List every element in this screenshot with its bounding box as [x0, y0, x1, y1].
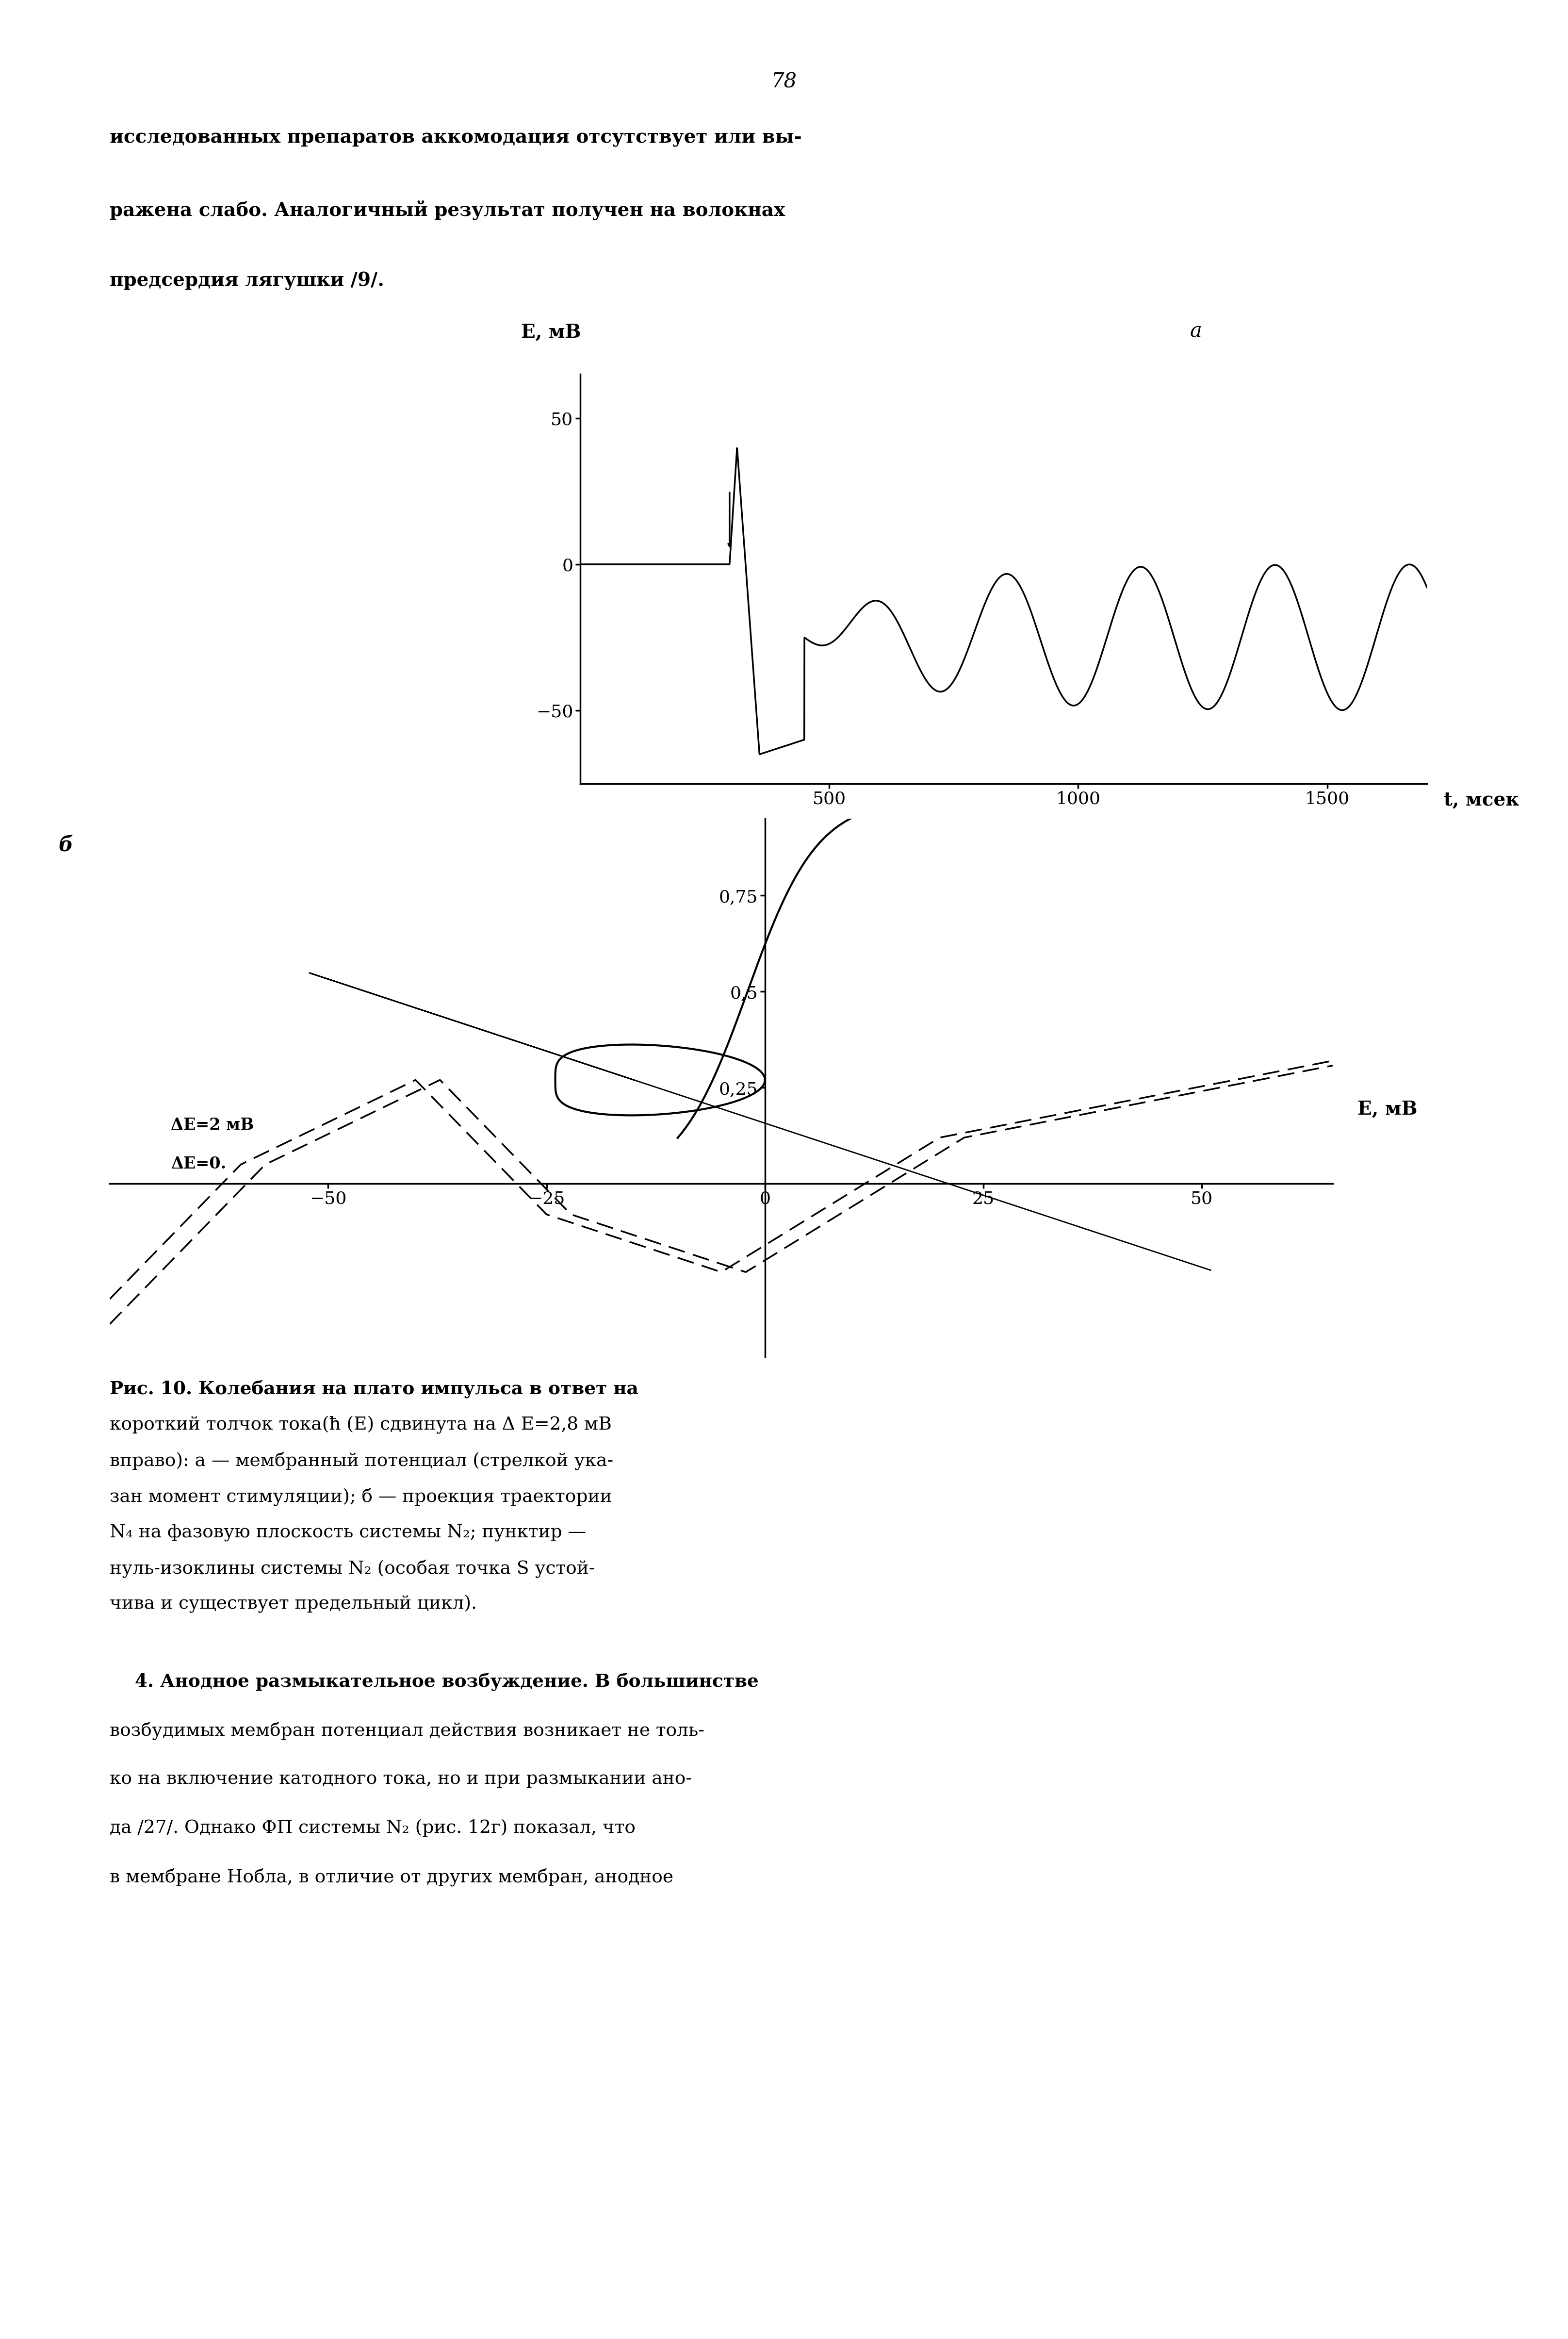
Text: E, мВ: E, мВ [521, 323, 580, 341]
Text: E, мВ: E, мВ [1358, 1099, 1417, 1118]
Text: N₄ на фазовую плоскость системы N₂; пунктир —: N₄ на фазовую плоскость системы N₂; пунк… [110, 1523, 586, 1541]
Text: нуль-изоклины системы N₂ (особая точка S устой-: нуль-изоклины системы N₂ (особая точка S… [110, 1560, 596, 1576]
Text: предсердия лягушки /9/.: предсердия лягушки /9/. [110, 271, 384, 290]
Text: зан момент стимуляции); б — проекция траектории: зан момент стимуляции); б — проекция тра… [110, 1488, 612, 1506]
Text: t, мсек: t, мсек [1444, 791, 1519, 809]
Text: возбудимых мембран потенциал действия возникает не толь-: возбудимых мембран потенциал действия во… [110, 1722, 704, 1740]
Text: да /27/. Однако ФП системы N₂ (рис. 12г) показал, что: да /27/. Однако ФП системы N₂ (рис. 12г)… [110, 1820, 635, 1836]
Text: ΔE=2 мВ: ΔE=2 мВ [171, 1118, 254, 1134]
Text: чива и существует предельный цикл).: чива и существует предельный цикл). [110, 1595, 477, 1614]
Text: ΔE=0.: ΔE=0. [171, 1155, 226, 1172]
Text: б: б [58, 835, 74, 856]
Text: 4. Анодное размыкательное возбуждение. В большинстве: 4. Анодное размыкательное возбуждение. В… [110, 1672, 759, 1691]
Text: ко на включение катодного тока, но и при размыкании ано-: ко на включение катодного тока, но и при… [110, 1771, 691, 1787]
Text: в мембране Нобла, в отличие от других мембран, анодное: в мембране Нобла, в отличие от других ме… [110, 1869, 674, 1885]
Text: 78: 78 [771, 73, 797, 91]
Text: a: a [1190, 320, 1201, 341]
Text: короткий толчок тока(ħ (Е) сдвинута на Δ Е=2,8 мВ: короткий толчок тока(ħ (Е) сдвинута на Δ… [110, 1415, 612, 1434]
Text: ражена слабо. Аналогичный результат получен на волокнах: ражена слабо. Аналогичный результат полу… [110, 201, 786, 220]
Text: вправо): а — мембранный потенциал (стрелкой ука-: вправо): а — мембранный потенциал (стрел… [110, 1453, 613, 1469]
Text: Рис. 10. Колебания на плато импульса в ответ на: Рис. 10. Колебания на плато импульса в о… [110, 1380, 638, 1399]
Text: исследованных препаратов аккомодация отсутствует или вы-: исследованных препаратов аккомодация отс… [110, 129, 801, 147]
